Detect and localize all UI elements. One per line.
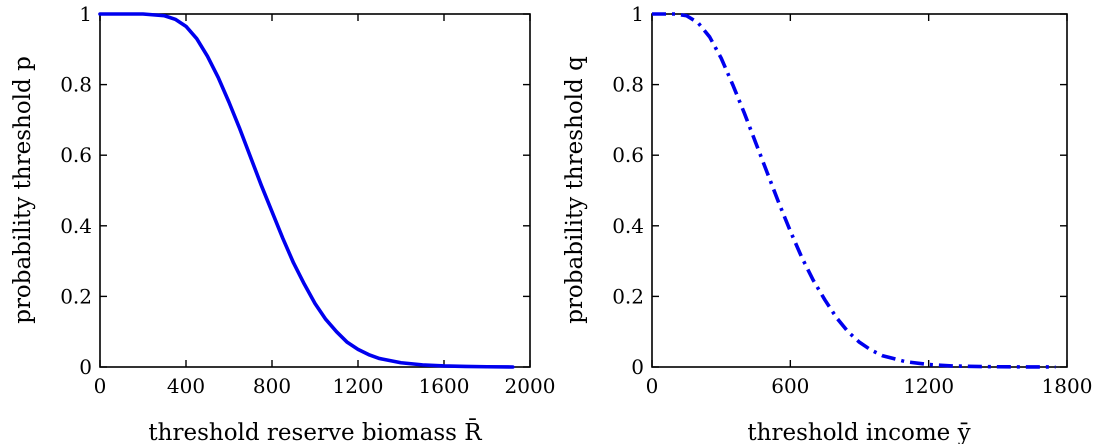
right-y-tick-label: 0.2 xyxy=(612,284,644,308)
left-x-tick-label: 2000 xyxy=(505,374,556,398)
right-x-tick-label: 1200 xyxy=(903,374,954,398)
left-y-tick-label: 1 xyxy=(79,2,92,26)
right-x-tick-label: 600 xyxy=(771,374,809,398)
right-y-tick-label: 0.6 xyxy=(612,143,644,167)
right-y-tick-label: 0.4 xyxy=(612,214,644,238)
left-y-tick-label: 0 xyxy=(79,355,92,379)
right-y-tick-label: 0.8 xyxy=(612,73,644,97)
left-x-tick-label: 1600 xyxy=(419,374,470,398)
left-y-tick-label: 0.4 xyxy=(60,214,92,238)
left-series-line xyxy=(98,12,515,369)
right-x-tick-label: 0 xyxy=(646,374,659,398)
right-y-ticks: 0 0.2 0.4 0.6 0.8 1 xyxy=(612,2,1067,379)
left-plot-frame xyxy=(99,13,531,368)
right-series-line xyxy=(652,12,1056,369)
left-chart-panel: 0 400 800 1200 1600 2000 0 0.2 0.4 0.6 0.8 1 thres… xyxy=(10,2,555,444)
left-y-axis-label: probability threshold p xyxy=(10,56,36,324)
right-chart-panel: 0 600 1200 1800 0 0.2 0.4 0.6 0.8 1 threshold in… xyxy=(562,2,1092,444)
left-x-tick-label: 800 xyxy=(253,374,291,398)
right-y-tick-label: 1 xyxy=(631,2,644,26)
right-y-tick-label: 0 xyxy=(631,355,644,379)
left-y-tick-label: 0.8 xyxy=(60,73,92,97)
left-x-tick-label: 400 xyxy=(167,374,205,398)
right-plot-frame xyxy=(651,13,1068,368)
left-x-tick-label: 0 xyxy=(94,374,107,398)
left-x-ticks: 0 400 800 1200 1600 2000 xyxy=(94,14,556,398)
left-y-ticks: 0 0.2 0.4 0.6 0.8 1 xyxy=(60,2,530,379)
left-y-tick-label: 0.6 xyxy=(60,143,92,167)
left-y-tick-label: 0.2 xyxy=(60,284,92,308)
right-x-axis-label: threshold income ȳ xyxy=(747,420,970,444)
right-x-ticks: 0 600 1200 1800 xyxy=(646,14,1093,398)
left-x-tick-label: 1200 xyxy=(333,374,384,398)
left-x-axis-label: threshold reserve biomass R̄ xyxy=(148,419,482,444)
right-x-tick-label: 1800 xyxy=(1042,374,1093,398)
right-y-axis-label: probability threshold q xyxy=(562,56,588,324)
